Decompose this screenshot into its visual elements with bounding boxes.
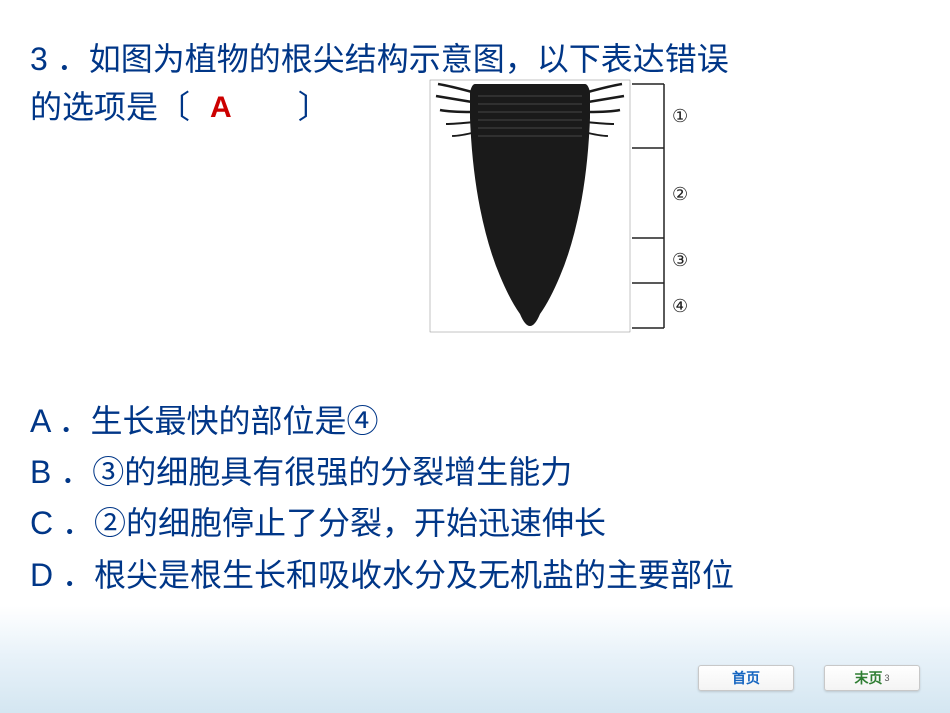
root-tip-diagram: ① ② ③ ④ [420,78,710,338]
first-page-button[interactable]: 首页 [698,665,794,691]
question-line-1: 3 ．如图为植物的根尖结构示意图，以下表达错误 [30,36,920,82]
last-page-button[interactable]: 末页3 [824,665,920,691]
options-block: A ．生长最快的部位是④ B ．③的细胞具有很强的分裂增生能力 C ．②的细胞停… [30,396,734,601]
first-page-label: 首页 [732,668,760,688]
page-number: 3 [884,673,889,683]
answer-letter: A [210,86,232,130]
option-b: B ．③的细胞具有很强的分裂增生能力 [30,447,734,498]
option-c: C ．②的细胞停止了分裂，开始迅速伸长 [30,498,734,549]
diagram-label-3: ③ [672,250,688,270]
stem-suffix: 〕 [298,89,330,125]
stem-prefix: 的选项是〔 [30,89,190,125]
option-a: A ．生长最快的部位是④ [30,396,734,447]
diagram-label-2: ② [672,184,688,204]
option-d: D ．根尖是根生长和吸收水分及无机盐的主要部位 [30,550,734,601]
question-line-2: 的选项是〔 A 〕 [30,84,330,130]
nav-buttons: 首页 末页3 [698,665,920,691]
diagram-label-1: ① [672,106,688,126]
diagram-label-4: ④ [672,296,688,316]
last-page-label: 末页 [854,668,882,688]
